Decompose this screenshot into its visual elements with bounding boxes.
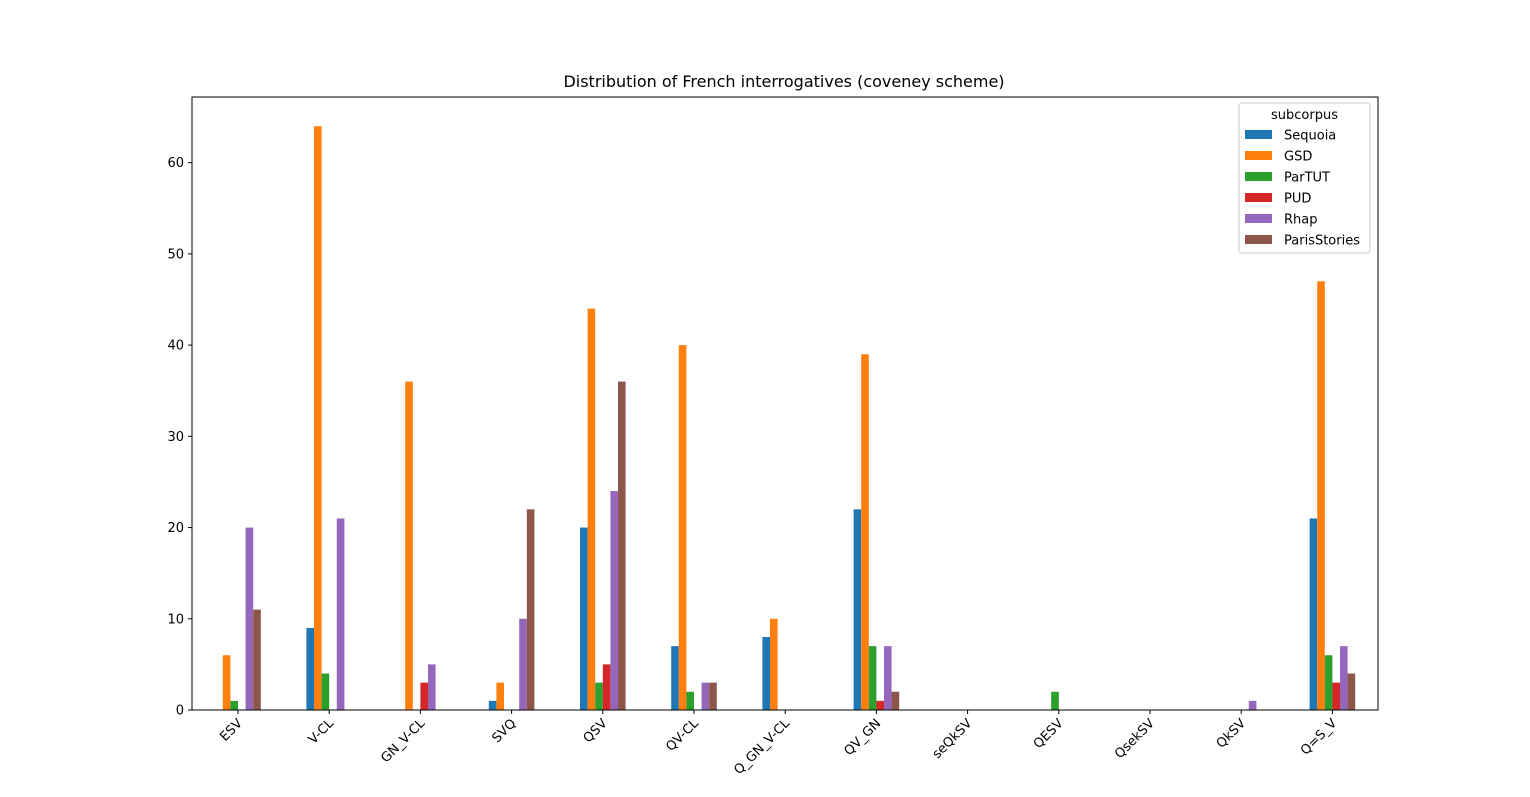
- x-tick-label: QV-CL: [663, 716, 702, 755]
- y-tick-label: 10: [167, 612, 184, 627]
- legend: subcorpus Sequoia GSD ParTUT PUD Rhap ParisSt…: [1238, 102, 1371, 254]
- x-tick-label: QsekSV: [1112, 716, 1158, 762]
- y-tick-label: 20: [167, 521, 184, 536]
- x-tick-label: QV_GN: [841, 716, 884, 759]
- legend-items: Sequoia GSD ParTUT PUD Rhap ParisStories: [1245, 129, 1360, 249]
- bar-rhap-qksv: [1248, 700, 1257, 710]
- bar-rhap-esv: [245, 527, 254, 710]
- x-tick-label: SVQ: [489, 716, 519, 746]
- y-tick-label: 50: [167, 247, 184, 262]
- bar-gsd-q_gn_v-cl: [770, 618, 778, 710]
- chart-title: Distribution of French interrogatives (c…: [563, 72, 1004, 91]
- bar-gsd-gn_v-cl: [405, 381, 413, 710]
- y-axis: 0 10 20 30 40 50 60: [167, 156, 192, 719]
- legend-label-partut: ParTUT: [1284, 171, 1330, 186]
- bar-partut-qsv: [595, 682, 603, 710]
- y-tick-label: 60: [167, 156, 184, 171]
- x-tick-label: QkSV: [1214, 716, 1249, 751]
- legend-swatch-sequoia: [1245, 130, 1272, 139]
- bar-rhap-svq: [519, 618, 527, 710]
- bar-rhap-q=s_v: [1340, 646, 1348, 710]
- bar-partut-qv_gn: [868, 646, 877, 710]
- bar-rhap-qv_gn: [884, 646, 892, 710]
- bar-sequoia-v-cl: [306, 627, 314, 710]
- x-tick-label: V-CL: [306, 716, 338, 748]
- legend-swatch-gsd: [1245, 151, 1272, 160]
- bar-parisstories-esv: [253, 609, 261, 710]
- legend-label-rhap: Rhap: [1284, 213, 1318, 228]
- legend-swatch-parisstories: [1245, 235, 1272, 244]
- bar-partut-q=s_v: [1324, 655, 1333, 710]
- y-tick-label: 30: [167, 430, 184, 445]
- x-tick-label: Q=S_V: [1298, 716, 1340, 758]
- legend-swatch-partut: [1245, 172, 1272, 181]
- bar-sequoia-qv_gn: [853, 509, 862, 710]
- bar-parisstories-svq: [526, 509, 535, 710]
- bar-gsd-qsv: [587, 308, 596, 710]
- bar-gsd-qv_gn: [861, 354, 869, 710]
- x-tick-label: Q_GN_V-CL: [731, 716, 793, 778]
- bar-pud-gn_v-cl: [420, 682, 428, 710]
- bar-rhap-gn_v-cl: [428, 664, 436, 710]
- legend-label-gsd: GSD: [1284, 150, 1312, 165]
- bar-rhap-v-cl: [336, 518, 345, 710]
- legend-title: subcorpus: [1271, 108, 1338, 123]
- bar-gsd-svq: [496, 682, 504, 710]
- bar-pud-qv_gn: [876, 700, 884, 710]
- bar-gsd-esv: [222, 655, 231, 710]
- bar-sequoia-q_gn_v-cl: [762, 637, 770, 710]
- bar-gsd-v-cl: [314, 126, 322, 710]
- bar-parisstories-qv-cl: [709, 682, 717, 710]
- legend-label-sequoia: Sequoia: [1284, 129, 1336, 144]
- bar-rhap-qsv: [610, 491, 618, 710]
- bar-parisstories-qv_gn: [891, 691, 900, 710]
- bar-gsd-q=s_v: [1317, 281, 1325, 710]
- legend-swatch-rhap: [1245, 214, 1272, 223]
- bar-partut-qv-cl: [686, 691, 694, 710]
- bar-parisstories-q=s_v: [1347, 673, 1356, 710]
- bar-sequoia-svq: [488, 700, 497, 710]
- bar-pud-q=s_v: [1332, 682, 1340, 710]
- bar-rhap-qv-cl: [701, 682, 710, 710]
- bar-sequoia-qsv: [580, 527, 588, 710]
- x-tick-label: QESV: [1031, 716, 1067, 752]
- plot-area-frame: [191, 96, 1379, 711]
- bar-parisstories-qsv: [618, 381, 626, 710]
- x-tick-label: QSV: [581, 716, 611, 746]
- x-axis: ESV V-CL GN_V-CL SVQ QSV QV-CL Q_GN_V-CL QV_GN s…: [217, 710, 1340, 778]
- legend-swatch-pud: [1245, 193, 1272, 202]
- bar-partut-qesv: [1051, 691, 1059, 710]
- bar-pud-qsv: [602, 664, 611, 710]
- bars-group: [222, 126, 1356, 710]
- y-tick-label: 40: [167, 339, 184, 354]
- bar-gsd-qv-cl: [678, 345, 687, 710]
- legend-label-pud: PUD: [1284, 192, 1311, 207]
- legend-label-parisstories: ParisStories: [1284, 234, 1360, 249]
- bar-partut-esv: [230, 700, 238, 710]
- x-tick-label: ESV: [217, 716, 246, 745]
- y-tick-label: 0: [176, 704, 184, 719]
- bar-partut-v-cl: [321, 673, 330, 710]
- x-tick-label: seQkSV: [930, 716, 976, 762]
- bar-sequoia-qv-cl: [671, 646, 679, 710]
- x-tick-label: GN_V-CL: [378, 716, 428, 766]
- bar-sequoia-q=s_v: [1309, 518, 1318, 710]
